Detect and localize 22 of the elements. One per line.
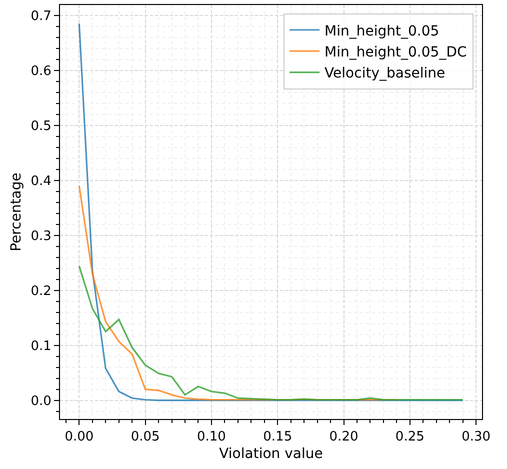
y-tick-label: 0.5 xyxy=(30,118,52,134)
y-tick-label: 0.6 xyxy=(30,64,52,79)
legend-label: Min_height_0.05_DC xyxy=(324,44,467,61)
x-tick-label: 0.25 xyxy=(395,430,424,445)
y-tick-label: 0.7 xyxy=(30,9,52,24)
y-axis-title: Percentage xyxy=(8,172,24,252)
y-tick-label: 0.1 xyxy=(30,338,52,354)
legend-label: Min_height_0.05 xyxy=(324,23,440,40)
line-series xyxy=(78,265,464,401)
legend-label: Velocity_baseline xyxy=(324,66,446,82)
x-tick-label: 0.00 xyxy=(64,430,94,445)
y-tick-label: 0.3 xyxy=(30,228,52,244)
x-tick-label: 0.15 xyxy=(263,430,292,445)
y-tick-label: 0.2 xyxy=(30,284,52,299)
x-tick-label: 0.05 xyxy=(130,430,160,445)
x-tick-label: 0.30 xyxy=(462,430,491,445)
x-tick-label: 0.20 xyxy=(329,430,358,445)
y-tick-label: 0.0 xyxy=(30,394,52,409)
y-tick-label: 0.4 xyxy=(30,174,52,189)
x-axis-title: Violation value xyxy=(219,446,323,462)
x-tick-label: 0.10 xyxy=(196,430,226,445)
line-series xyxy=(78,22,464,402)
